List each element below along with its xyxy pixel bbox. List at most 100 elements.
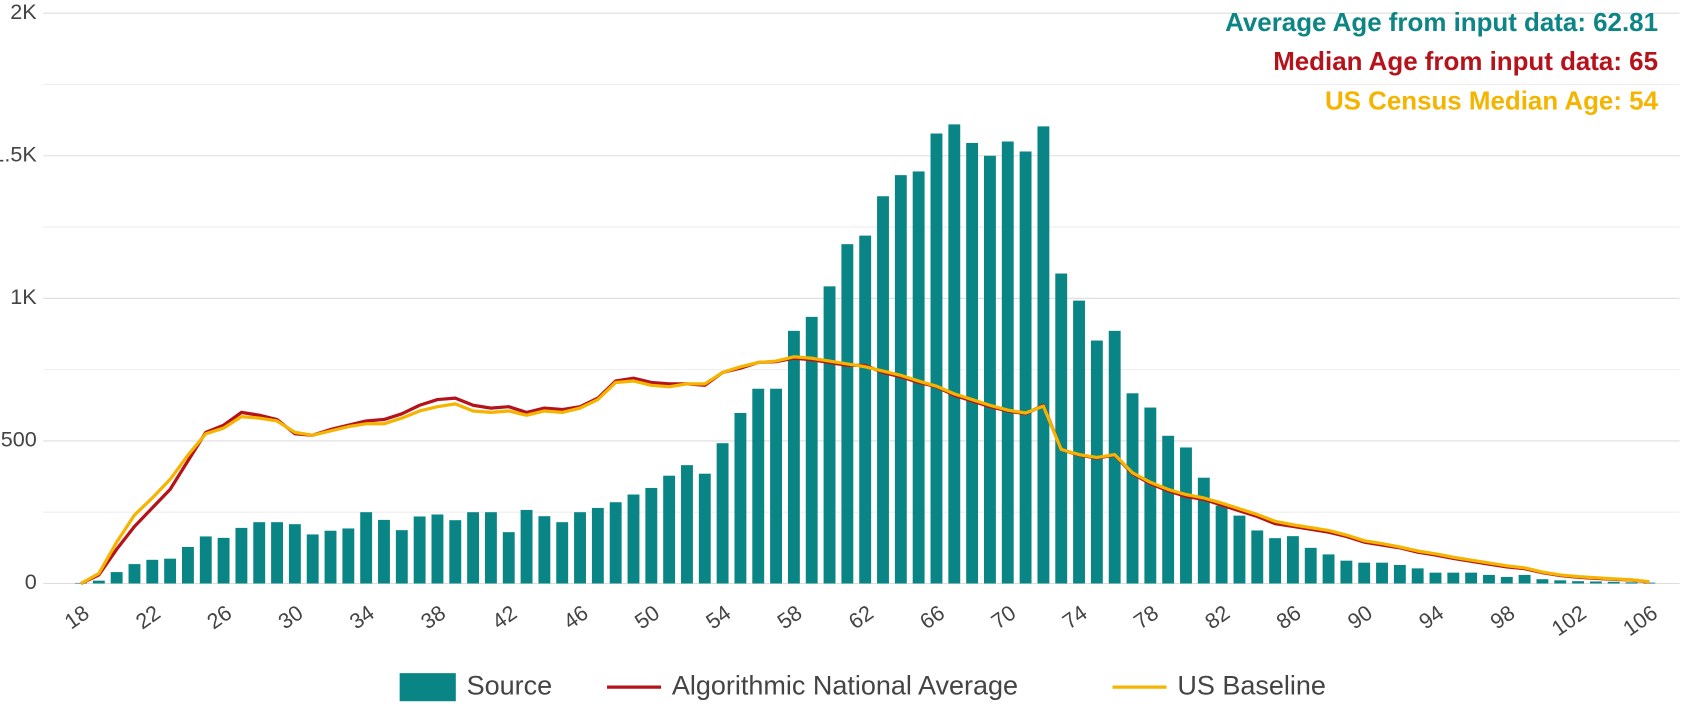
- bar: [1411, 568, 1424, 584]
- bar: [217, 537, 230, 584]
- bar: [1197, 477, 1210, 584]
- x-tick-label: 106: [1618, 600, 1662, 641]
- x-tick-label: 38: [416, 600, 450, 634]
- x-tick-label: 58: [772, 600, 806, 634]
- legend-label: US Baseline: [1177, 670, 1326, 700]
- x-tick-label: 90: [1343, 600, 1377, 634]
- bar: [360, 512, 373, 584]
- bar: [752, 388, 765, 584]
- bar: [1625, 582, 1638, 584]
- x-tick-label: 46: [559, 600, 593, 634]
- bar: [770, 388, 783, 584]
- bar: [1554, 580, 1567, 584]
- bar: [253, 522, 266, 584]
- x-tick-label: 62: [844, 600, 878, 634]
- bar: [574, 512, 586, 584]
- x-tick-label: 66: [915, 600, 949, 634]
- y-tick-label: 2K: [10, 0, 37, 24]
- bar: [1572, 581, 1585, 584]
- bar: [1589, 581, 1602, 584]
- bar: [1429, 572, 1442, 584]
- bar: [1643, 582, 1656, 584]
- bar: [431, 514, 444, 584]
- bar: [146, 559, 159, 584]
- y-tick-label: 1K: [10, 284, 37, 309]
- x-tick-label: 34: [345, 600, 379, 634]
- x-tick-label: 94: [1414, 600, 1448, 634]
- bar: [1465, 572, 1478, 584]
- bar: [930, 133, 943, 584]
- bar: [805, 316, 818, 584]
- x-tick-label: 50: [630, 600, 664, 634]
- bar: [538, 516, 551, 584]
- bar: [1358, 562, 1371, 584]
- bar: [235, 527, 248, 584]
- bar: [877, 196, 889, 584]
- bar: [484, 512, 497, 584]
- bar: [1607, 581, 1620, 584]
- legend-swatch: [399, 673, 456, 702]
- x-tick-label: 74: [1058, 600, 1092, 634]
- bar: [271, 522, 283, 584]
- bar: [288, 524, 301, 584]
- bar: [983, 155, 996, 584]
- bar: [734, 412, 747, 584]
- bar: [110, 572, 123, 584]
- bar: [1376, 562, 1388, 584]
- bar: [1055, 273, 1068, 584]
- annotation: US Census Median Age: 54: [1325, 88, 1659, 116]
- y-tick-label: 0: [25, 569, 37, 594]
- bar: [859, 235, 872, 584]
- bar: [966, 142, 979, 584]
- bar: [1090, 340, 1103, 584]
- bar: [823, 286, 836, 584]
- bar: [413, 516, 426, 584]
- bar: [912, 171, 925, 584]
- bar: [1037, 126, 1050, 584]
- bar: [199, 536, 212, 584]
- bar: [92, 580, 105, 584]
- bar: [1393, 564, 1406, 584]
- x-tick-label: 102: [1547, 600, 1591, 641]
- bar: [395, 530, 408, 584]
- bar: [1286, 536, 1299, 584]
- bar: [787, 330, 800, 584]
- bar: [591, 507, 604, 584]
- line: [80, 355, 1650, 585]
- bar: [1251, 530, 1264, 584]
- bar: [1126, 393, 1139, 584]
- x-tick-label: 78: [1129, 600, 1163, 634]
- bar: [502, 532, 515, 584]
- bar: [449, 520, 462, 584]
- bar: [1536, 579, 1549, 584]
- x-tick-label: 42: [487, 600, 521, 634]
- bar: [1269, 538, 1282, 584]
- bar: [1144, 407, 1157, 584]
- bar: [1001, 141, 1014, 584]
- bar: [1215, 505, 1228, 584]
- bar: [1233, 515, 1246, 584]
- x-tick-label: 22: [131, 600, 165, 634]
- legend-label: Source: [467, 670, 553, 700]
- bar: [164, 558, 177, 584]
- bar: [556, 522, 569, 584]
- bar: [324, 530, 337, 584]
- y-tick-label: 1.5K: [0, 141, 37, 166]
- bar: [1073, 300, 1085, 584]
- bar: [698, 473, 711, 584]
- bar: [681, 465, 693, 584]
- bar: [841, 244, 854, 584]
- x-tick-label: 98: [1485, 600, 1519, 634]
- bar: [609, 502, 622, 584]
- annotation: Average Age from input data: 62.81: [1225, 9, 1658, 37]
- bar: [467, 512, 480, 584]
- bar: [306, 534, 319, 584]
- bar: [894, 175, 907, 584]
- bar: [378, 519, 390, 584]
- y-tick-label: 500: [1, 427, 37, 452]
- bar: [716, 443, 729, 584]
- annotation: Median Age from input data: 65: [1273, 48, 1658, 76]
- bar: [1500, 576, 1513, 584]
- bar: [1162, 435, 1175, 584]
